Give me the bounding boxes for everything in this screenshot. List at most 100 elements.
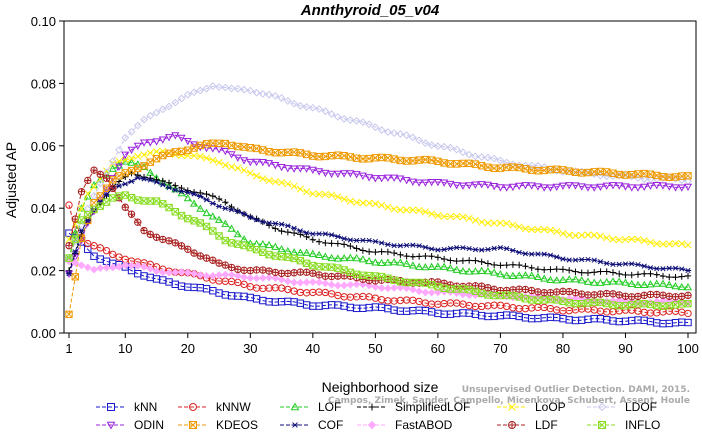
data-point — [446, 263, 455, 272]
data-point — [296, 165, 305, 173]
data-point — [353, 237, 360, 244]
data-point — [203, 154, 211, 162]
data-point — [334, 240, 342, 247]
data-point — [608, 182, 618, 190]
data-point — [296, 278, 305, 287]
data-point — [434, 254, 442, 261]
data-point — [428, 253, 435, 260]
data-point — [96, 170, 104, 178]
data-point — [527, 161, 536, 170]
legend-label: kNNW — [216, 400, 251, 414]
data-point — [602, 182, 611, 190]
data-point — [671, 239, 680, 248]
data-point — [178, 184, 185, 192]
data-point — [296, 101, 305, 110]
x-tick-label: 100 — [677, 341, 699, 356]
data-point — [521, 182, 530, 190]
legend-marker — [598, 421, 606, 429]
data-point — [566, 257, 573, 263]
data-point — [134, 175, 141, 181]
data-point — [240, 273, 248, 282]
data-point — [265, 250, 273, 259]
data-point — [371, 283, 380, 291]
data-point — [227, 84, 236, 93]
data-point — [615, 236, 623, 244]
data-point — [352, 116, 361, 125]
data-point — [228, 207, 235, 213]
x-tick-label: 70 — [493, 341, 507, 356]
data-point — [603, 260, 610, 266]
legend-label: LDF — [535, 418, 558, 432]
data-point — [665, 183, 674, 191]
data-point — [209, 192, 217, 200]
data-point — [440, 212, 448, 221]
y-tick-label: 0.10 — [31, 14, 56, 29]
data-point — [571, 275, 580, 283]
data-point — [159, 200, 167, 208]
data-point — [552, 183, 561, 192]
data-point — [434, 212, 442, 220]
data-point — [115, 145, 123, 154]
data-point — [528, 251, 535, 257]
data-point — [121, 151, 130, 159]
data-point — [684, 172, 692, 180]
data-point — [433, 262, 442, 270]
data-point — [215, 232, 223, 240]
data-point — [578, 231, 586, 239]
data-point — [109, 184, 117, 193]
data-point — [209, 227, 217, 235]
data-point — [409, 157, 417, 165]
data-point — [84, 176, 92, 185]
data-point — [90, 199, 98, 207]
data-point — [615, 277, 624, 285]
data-point — [653, 271, 660, 278]
data-point — [202, 222, 211, 231]
data-point — [653, 290, 661, 299]
data-point — [134, 152, 142, 160]
data-point — [584, 256, 592, 263]
data-point — [452, 182, 461, 190]
data-point — [647, 265, 654, 271]
legend-item-kNN: kNN — [96, 400, 157, 414]
data-point — [277, 244, 286, 253]
data-point — [590, 170, 599, 179]
data-point — [546, 275, 555, 283]
data-point — [496, 184, 505, 192]
watermark-line-2: Campos, Zimek, Sander, Campello, Micenko… — [328, 396, 690, 406]
data-point — [659, 240, 667, 248]
data-point — [184, 214, 192, 223]
data-point — [578, 256, 585, 263]
data-point — [459, 290, 467, 299]
data-point — [459, 148, 467, 157]
data-point — [346, 170, 355, 178]
data-point — [671, 173, 680, 181]
data-point — [340, 281, 349, 290]
legend-label: SimplifiedLOF — [395, 400, 470, 414]
data-point — [153, 179, 160, 185]
data-point — [321, 152, 330, 161]
data-point — [246, 274, 255, 282]
series-KDEOS — [65, 139, 692, 318]
data-point — [159, 235, 167, 244]
data-point — [484, 219, 492, 227]
legend-label: INFLO — [625, 418, 660, 432]
data-point — [484, 153, 492, 162]
data-point — [115, 183, 123, 189]
legend-item-ODIN: ODIN — [96, 418, 164, 432]
data-point — [483, 181, 492, 190]
legend-marker — [106, 421, 116, 430]
data-point — [284, 223, 292, 229]
data-point — [471, 160, 480, 168]
legend-marker — [597, 402, 607, 412]
data-point — [421, 263, 430, 271]
data-point — [684, 267, 692, 274]
data-point — [359, 199, 367, 207]
data-point — [571, 289, 580, 297]
data-point — [140, 176, 148, 182]
data-point — [440, 246, 448, 253]
data-point — [177, 268, 186, 276]
data-point — [146, 111, 155, 120]
data-point — [522, 251, 529, 257]
data-point — [171, 132, 180, 140]
data-point — [284, 228, 292, 236]
